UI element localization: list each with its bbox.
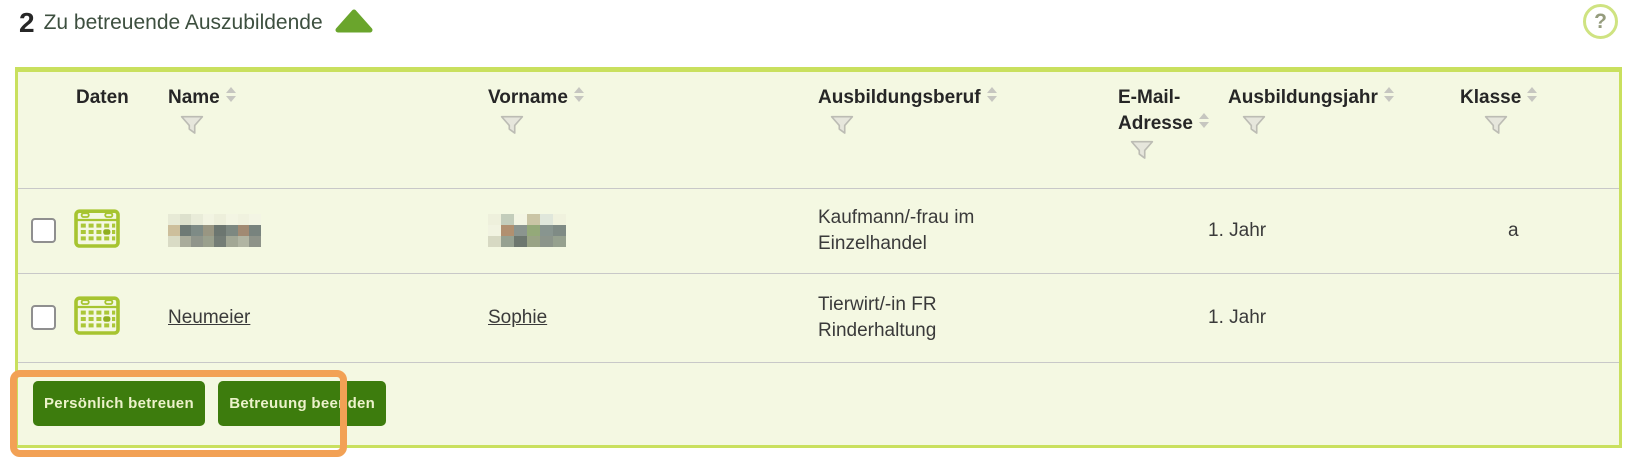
persoenlich-betreuen-button[interactable]: Persönlich betreuen	[33, 381, 205, 427]
sort-arrows-icon[interactable]	[573, 87, 585, 102]
header-select	[18, 72, 66, 188]
table-row: Neumeier Sophie Tierwirt/-in FR Rinderha…	[18, 272, 1619, 362]
klasse-value	[1448, 272, 1619, 362]
trainee-vorname-link[interactable]: Sophie	[488, 306, 548, 328]
trainee-count: 2	[19, 7, 35, 38]
header-vorname: Vorname	[478, 72, 808, 188]
klasse-value: a	[1448, 187, 1619, 273]
header-name: Name	[158, 72, 478, 188]
calendar-icon[interactable]	[74, 293, 120, 343]
ausbildungsberuf-value: Tierwirt/-in FR Rinderhaltung	[818, 293, 937, 341]
header-ausbildungsjahr: Ausbildungsjahr	[1198, 72, 1448, 188]
ausbildungsjahr-value: 1. Jahr	[1198, 187, 1448, 273]
help-icon[interactable]: ?	[1583, 4, 1618, 39]
table-row: Kaufmann/-frau im Einzelhandel 1. Jahr a	[18, 187, 1619, 273]
row-checkbox[interactable]	[31, 305, 56, 331]
sort-arrows-icon[interactable]	[1199, 112, 1210, 128]
calendar-icon[interactable]	[74, 206, 120, 256]
filter-funnel-icon[interactable]	[1484, 115, 1508, 143]
header-klasse: Klasse	[1448, 72, 1619, 188]
sort-arrows-icon[interactable]	[1383, 87, 1395, 102]
filter-funnel-icon[interactable]	[500, 115, 524, 143]
email-value	[1108, 187, 1198, 273]
header-daten: Daten	[76, 87, 129, 108]
ausbildungsberuf-value: Kaufmann/-frau im Einzelhandel	[818, 206, 975, 254]
sort-arrows-icon[interactable]	[986, 87, 998, 102]
header-ausbildungsberuf: Ausbildungsberuf	[808, 72, 1108, 188]
header-email: E-Mail-Adresse	[1108, 72, 1209, 188]
redacted-name	[168, 214, 261, 247]
trainee-name-link[interactable]: Neumeier	[168, 306, 251, 328]
ausbildungsjahr-value: 1. Jahr	[1198, 272, 1448, 362]
redacted-vorname	[488, 214, 566, 247]
filter-funnel-icon[interactable]	[1130, 140, 1154, 168]
sort-arrows-icon[interactable]	[225, 87, 237, 102]
table-header-row: Daten Name Vorname	[18, 72, 1619, 188]
table-footer-row: Persönlich betreuen Betreuung beenden	[18, 361, 1619, 445]
collapse-triangle-up-icon[interactable]	[335, 9, 373, 38]
email-value	[1108, 272, 1198, 362]
sort-arrows-icon[interactable]	[1527, 87, 1538, 102]
filter-funnel-icon[interactable]	[180, 115, 204, 143]
filter-funnel-icon[interactable]	[830, 115, 854, 143]
panel-title: Zu betreuende Auszubildende	[43, 11, 323, 34]
trainee-table: Daten Name Vorname	[15, 67, 1622, 448]
filter-funnel-icon[interactable]	[1242, 115, 1266, 143]
betreuung-beenden-button[interactable]: Betreuung beenden	[218, 381, 387, 427]
row-checkbox[interactable]	[31, 218, 56, 244]
panel-header: 2 Zu betreuende Auszubildende ?	[0, 0, 1634, 60]
